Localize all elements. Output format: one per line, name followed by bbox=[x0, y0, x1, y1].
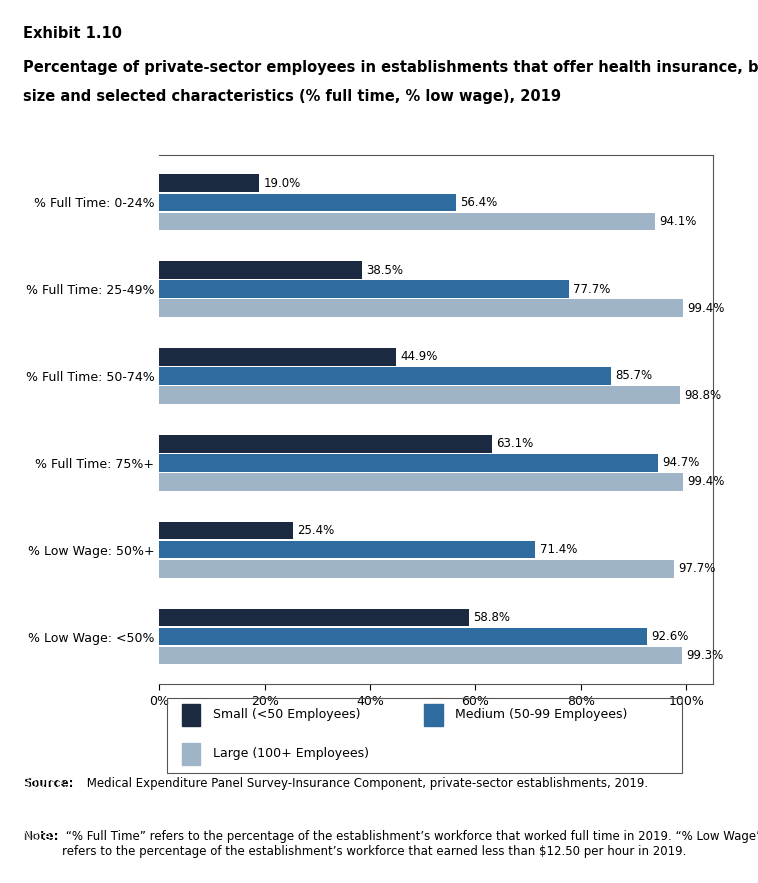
Text: 85.7%: 85.7% bbox=[615, 369, 652, 382]
Text: Source: Medical Expenditure Panel Survey-Insurance Component, private-sector est: Source: Medical Expenditure Panel Survey… bbox=[23, 777, 632, 790]
Text: 94.1%: 94.1% bbox=[659, 215, 697, 228]
Bar bbox=[159, 261, 362, 279]
Text: size and selected characteristics (% full time, % low wage), 2019: size and selected characteristics (% ful… bbox=[23, 89, 561, 104]
Bar bbox=[159, 387, 680, 404]
Text: 92.6%: 92.6% bbox=[651, 630, 689, 643]
Bar bbox=[159, 367, 611, 385]
Text: Medium (50-99 Employees): Medium (50-99 Employees) bbox=[456, 708, 628, 721]
Text: Small (<50 Employees): Small (<50 Employees) bbox=[213, 708, 361, 721]
Text: 56.4%: 56.4% bbox=[461, 196, 498, 208]
Bar bbox=[159, 193, 456, 211]
Bar bbox=[159, 541, 535, 558]
Text: 63.1%: 63.1% bbox=[496, 437, 533, 450]
Bar bbox=[182, 743, 200, 765]
Text: 58.8%: 58.8% bbox=[473, 611, 510, 624]
Text: Note:: Note: bbox=[23, 830, 59, 843]
Bar bbox=[159, 608, 469, 626]
Text: 77.7%: 77.7% bbox=[573, 283, 610, 296]
Bar bbox=[159, 628, 647, 645]
Text: 44.9%: 44.9% bbox=[400, 351, 437, 364]
Bar bbox=[159, 299, 683, 317]
Text: 38.5%: 38.5% bbox=[366, 263, 403, 276]
Text: 94.7%: 94.7% bbox=[662, 457, 700, 470]
Text: 98.8%: 98.8% bbox=[684, 389, 721, 402]
Text: 99.4%: 99.4% bbox=[688, 302, 725, 314]
Bar bbox=[159, 435, 492, 452]
Bar bbox=[159, 454, 658, 472]
Text: Exhibit 1.10: Exhibit 1.10 bbox=[23, 26, 122, 42]
Text: Source:: Source: bbox=[23, 777, 74, 790]
Text: 71.4%: 71.4% bbox=[540, 543, 577, 556]
Bar bbox=[159, 348, 396, 366]
Text: 19.0%: 19.0% bbox=[264, 177, 301, 190]
Bar bbox=[182, 704, 200, 726]
Text: 97.7%: 97.7% bbox=[678, 562, 716, 576]
Text: 25.4%: 25.4% bbox=[297, 525, 334, 537]
Text: Medical Expenditure Panel Survey-Insurance Component, private-sector establishme: Medical Expenditure Panel Survey-Insuran… bbox=[83, 777, 648, 790]
Text: 99.4%: 99.4% bbox=[688, 475, 725, 488]
Bar bbox=[159, 281, 568, 298]
Text: Large (100+ Employees): Large (100+ Employees) bbox=[213, 747, 369, 760]
Text: Note: “% Full Time” refers to the percentage of the establishment’s workforce th: Note: “% Full Time” refers to the percen… bbox=[23, 830, 755, 858]
Text: 99.3%: 99.3% bbox=[687, 649, 724, 662]
Bar bbox=[424, 704, 443, 726]
Text: Percentage of private-sector employees in establishments that offer health insur: Percentage of private-sector employees i… bbox=[23, 60, 758, 75]
Bar bbox=[159, 647, 682, 664]
Bar bbox=[159, 175, 259, 192]
Text: “% Full Time” refers to the percentage of the establishment’s workforce that wor: “% Full Time” refers to the percentage o… bbox=[62, 830, 758, 858]
Bar bbox=[159, 473, 683, 491]
Bar bbox=[159, 522, 293, 540]
Bar bbox=[159, 560, 674, 577]
Bar bbox=[159, 213, 655, 230]
